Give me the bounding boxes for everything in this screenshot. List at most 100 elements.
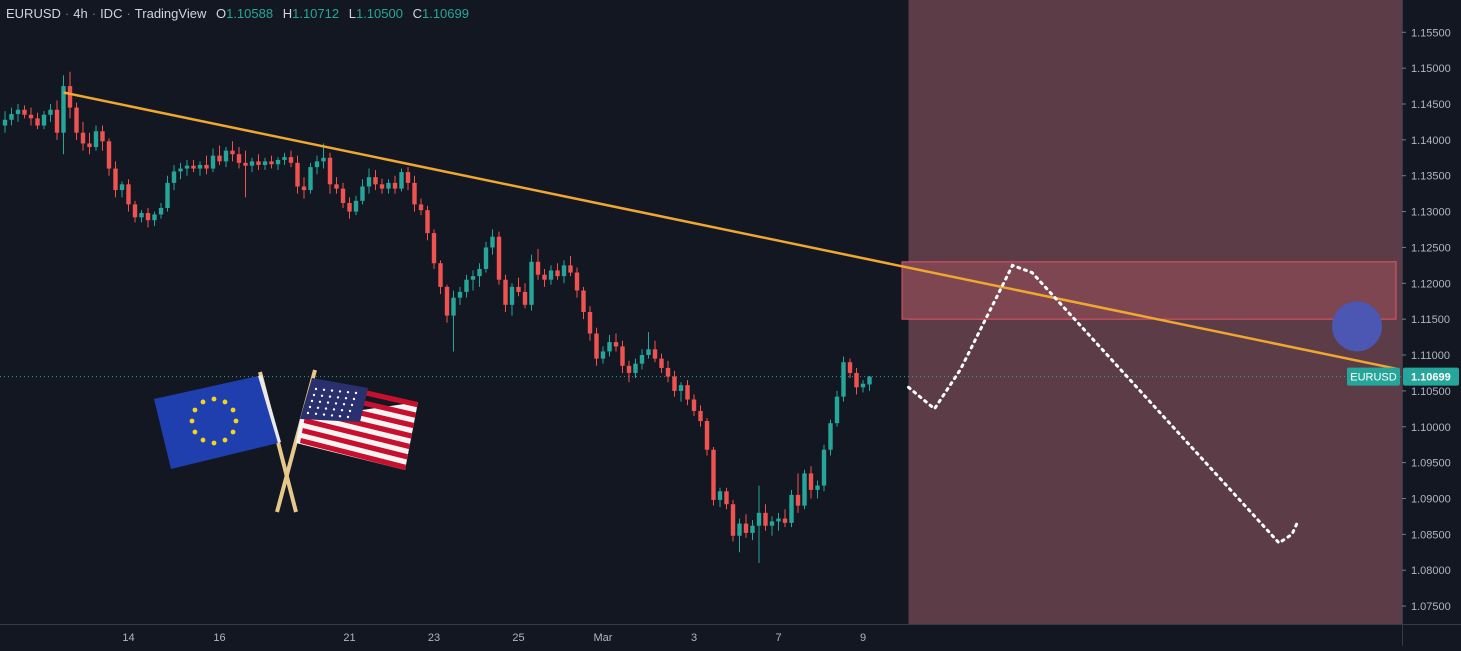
candle[interactable] — [28, 107, 34, 126]
candle[interactable] — [503, 274, 508, 312]
candle[interactable] — [769, 516, 775, 536]
candle[interactable] — [672, 370, 677, 397]
candle[interactable] — [555, 263, 560, 280]
candle[interactable] — [600, 346, 606, 364]
candle[interactable] — [106, 138, 112, 176]
candle[interactable] — [9, 107, 14, 126]
candle[interactable] — [464, 274, 469, 298]
candle[interactable] — [295, 155, 300, 194]
time-axis[interactable] — [0, 624, 1402, 646]
candle[interactable] — [438, 260, 443, 295]
candle[interactable] — [496, 231, 502, 285]
candle[interactable] — [334, 177, 339, 194]
candle[interactable] — [347, 197, 352, 219]
candle[interactable] — [626, 360, 632, 383]
candle[interactable] — [282, 152, 287, 165]
trendline[interactable] — [63, 91, 1397, 370]
candle[interactable] — [366, 168, 372, 194]
candle[interactable] — [613, 333, 619, 352]
candle[interactable] — [373, 169, 378, 191]
candle[interactable] — [782, 509, 788, 528]
candle[interactable] — [828, 419, 833, 456]
candle[interactable] — [685, 380, 690, 406]
candle[interactable] — [724, 487, 729, 510]
candle[interactable] — [795, 473, 801, 513]
candle[interactable] — [841, 356, 846, 402]
candle[interactable] — [860, 380, 866, 393]
candle[interactable] — [262, 157, 268, 170]
candle[interactable] — [80, 121, 86, 151]
candle[interactable] — [119, 181, 125, 198]
candle[interactable] — [431, 229, 437, 269]
candle[interactable] — [158, 202, 164, 219]
candle[interactable] — [444, 284, 450, 323]
candle[interactable] — [711, 446, 716, 506]
candle[interactable] — [41, 111, 47, 130]
candle[interactable] — [360, 179, 365, 205]
price-axis[interactable] — [1402, 0, 1461, 646]
candle[interactable] — [802, 469, 807, 510]
candle[interactable] — [425, 205, 430, 241]
candle[interactable] — [165, 175, 170, 212]
candle[interactable] — [314, 155, 320, 175]
candle[interactable] — [750, 520, 755, 541]
candle[interactable] — [327, 152, 333, 194]
candle[interactable] — [412, 175, 417, 212]
candle[interactable] — [483, 241, 489, 273]
candle[interactable] — [48, 104, 53, 122]
candle[interactable] — [717, 487, 723, 508]
candle[interactable] — [490, 229, 495, 255]
candle[interactable] — [15, 104, 21, 122]
candle[interactable] — [509, 283, 515, 316]
candle[interactable] — [854, 367, 859, 395]
candle[interactable] — [789, 489, 794, 528]
candle[interactable] — [171, 164, 177, 191]
candle[interactable] — [22, 105, 27, 119]
candle[interactable] — [210, 148, 216, 173]
candle[interactable] — [87, 132, 92, 155]
candle[interactable] — [399, 168, 404, 192]
candle[interactable] — [132, 200, 138, 223]
candle[interactable] — [35, 112, 40, 130]
candle[interactable] — [815, 480, 820, 499]
candle[interactable] — [867, 375, 872, 391]
candle[interactable] — [145, 208, 151, 228]
candle[interactable] — [451, 290, 456, 352]
candle[interactable] — [457, 286, 463, 305]
projection-path[interactable] — [907, 263, 1300, 545]
candle[interactable] — [405, 167, 411, 191]
candle[interactable] — [2, 111, 8, 133]
candle[interactable] — [808, 466, 814, 499]
candle[interactable] — [737, 518, 742, 553]
candle[interactable] — [568, 256, 573, 277]
candle[interactable] — [204, 155, 209, 175]
candle[interactable] — [542, 268, 547, 287]
candle[interactable] — [548, 265, 554, 285]
candle[interactable] — [308, 162, 313, 194]
candle[interactable] — [197, 161, 203, 176]
candle[interactable] — [184, 159, 190, 176]
candle[interactable] — [340, 182, 346, 208]
candle[interactable] — [256, 154, 261, 170]
candle[interactable] — [516, 277, 521, 297]
candle[interactable] — [191, 159, 196, 173]
candle[interactable] — [418, 198, 424, 216]
candle[interactable] — [477, 263, 482, 287]
candle[interactable] — [249, 157, 255, 173]
candle[interactable] — [743, 514, 749, 538]
candle[interactable] — [269, 155, 274, 169]
candle[interactable] — [691, 394, 697, 416]
candle[interactable] — [74, 102, 79, 140]
candle[interactable] — [756, 485, 762, 564]
candle[interactable] — [152, 211, 157, 226]
candle[interactable] — [646, 332, 651, 359]
candle[interactable] — [633, 358, 638, 378]
candle[interactable] — [639, 349, 645, 370]
candle[interactable] — [652, 340, 658, 363]
candle[interactable] — [113, 161, 118, 198]
candle[interactable] — [392, 175, 398, 194]
candle[interactable] — [223, 147, 229, 168]
candle[interactable] — [763, 504, 768, 531]
candle[interactable] — [665, 360, 671, 383]
candle[interactable] — [581, 286, 586, 320]
